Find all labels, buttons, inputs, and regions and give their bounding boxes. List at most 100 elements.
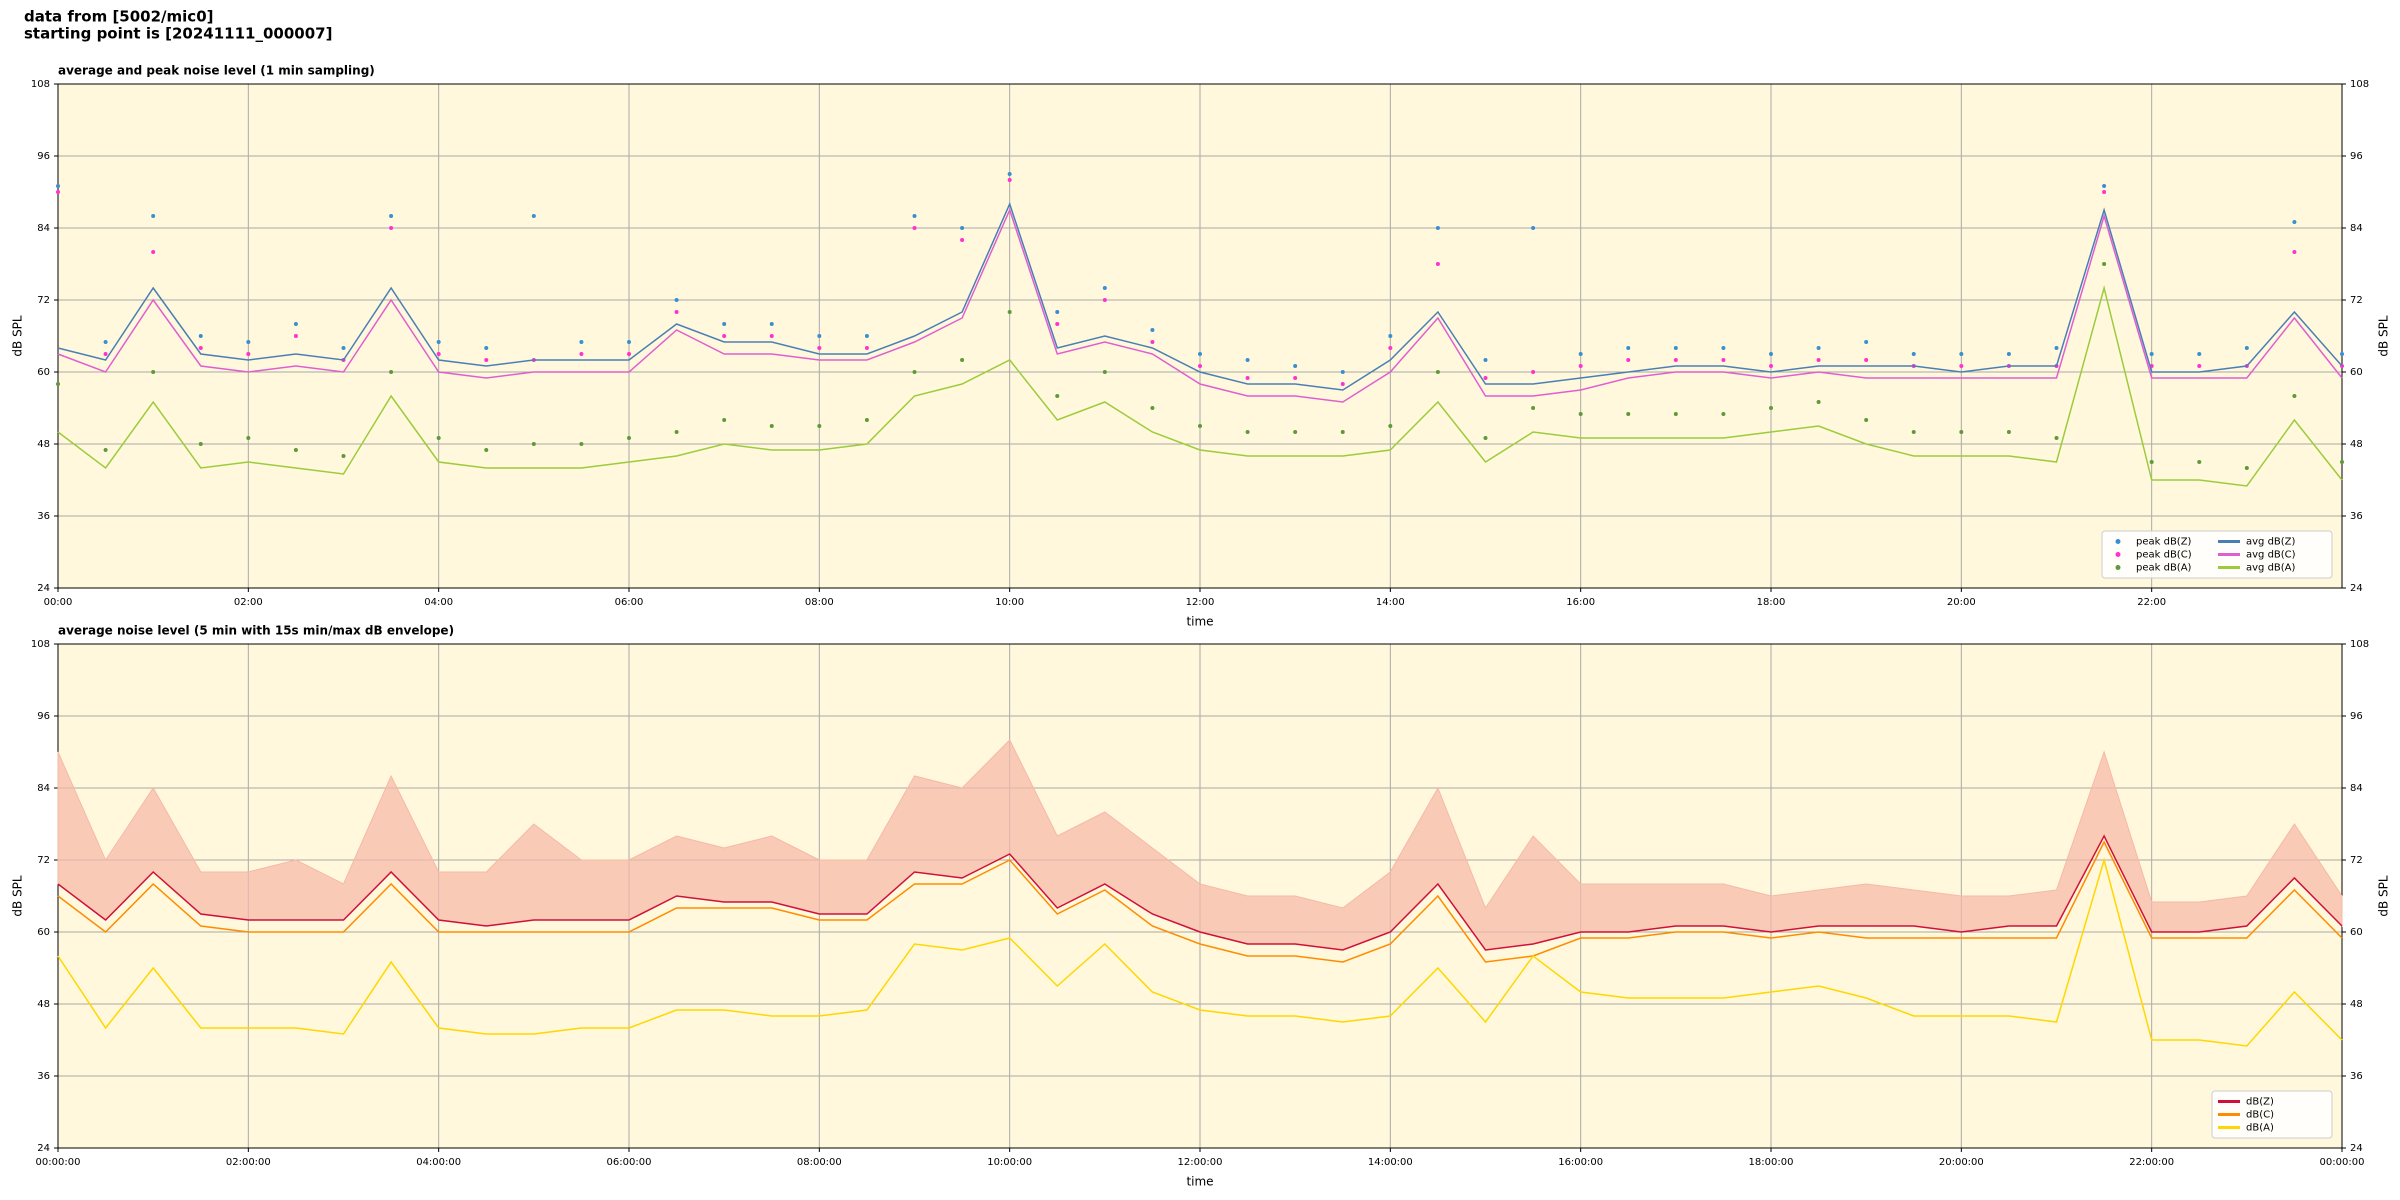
peak-point [1959,352,1964,356]
y-tick-label: 60 [37,927,50,938]
peak-point [2054,436,2059,440]
chart-title: average and peak noise level (1 min samp… [58,64,375,78]
peak-point [1769,352,1773,356]
peak-point [1388,334,1393,338]
y-axis-label: dB SPL [11,875,25,917]
peak-point [1055,394,1060,398]
peak-point [436,436,441,440]
peak-point [1864,340,1869,344]
x-tick-label: 20:00 [1947,597,1976,608]
peak-point [579,442,584,446]
peak-point [1911,430,1916,434]
peak-point [1435,262,1440,266]
peak-point [1626,358,1631,362]
peak-point [1959,430,1964,434]
peak-point [1721,346,1726,350]
peak-point [864,334,869,338]
peak-point [198,346,203,350]
peak-point [198,334,203,338]
peak-point [103,448,108,452]
peak-point [1578,352,1583,356]
peak-point [674,310,679,314]
peak-point [103,340,108,344]
y-tick-label: 60 [37,367,50,378]
series-line [57,834,2343,951]
peak-point [1816,346,1821,350]
peak-point [484,358,489,362]
peak-point [246,352,251,356]
peak-point [56,382,60,386]
peak-point [151,250,156,254]
x-axis-label: time [1186,1175,1213,1189]
peak-point [1769,364,1773,368]
y-tick-label: 60 [2350,927,2363,938]
peak-point [484,346,489,350]
peak-point [1293,364,1298,368]
header-line: data from [5002/mic0] [24,8,214,26]
peak-point [1626,412,1631,416]
peak-point [2340,460,2344,464]
peak-point [2102,262,2107,266]
y-tick-label: 96 [2350,711,2363,722]
legend-swatch [2115,565,2121,570]
y-tick-label: 36 [37,511,50,522]
peak-point [627,436,631,440]
peak-point [531,214,536,218]
y-tick-label: 72 [2350,295,2363,306]
peak-point [2149,460,2154,464]
peak-point [960,226,965,230]
peak-point [769,334,774,338]
peak-point [1626,346,1631,350]
peak-point [1293,376,1298,380]
peak-point [769,322,774,326]
y-tick-label: 84 [37,223,50,234]
peak-point [1531,370,1536,374]
peak-point [1864,418,1869,422]
y-tick-label: 48 [2350,999,2363,1010]
y-axis-label: dB SPL [2377,315,2391,357]
peak-point [1531,406,1536,410]
x-tick-label: 06:00 [615,597,644,608]
peak-point [389,370,394,374]
x-tick-label: 22:00 [2137,597,2166,608]
x-tick-label: 16:00 [1566,597,1595,608]
x-axis-label: time [1186,615,1213,629]
chart: average and peak noise level (1 min samp… [11,64,2391,629]
legend-swatch [2115,552,2121,557]
peak-point [56,190,60,194]
peak-point [627,352,631,356]
y-tick-label: 108 [31,639,50,650]
peak-point [1198,364,1202,368]
legend-box [2101,530,2333,579]
peak-point [722,322,727,326]
peak-point [1578,364,1583,368]
y-tick-label: 108 [2350,639,2369,650]
x-tick-label: 06:00:00 [607,1157,652,1168]
peak-point [627,340,631,344]
peak-point [912,214,917,218]
peak-point [1721,358,1726,362]
peak-point [103,352,108,356]
peak-point [2244,466,2249,470]
peak-point [2102,184,2107,188]
peak-point [2197,460,2202,464]
series-line [57,285,2343,487]
y-tick-label: 60 [2350,367,2363,378]
peak-point [674,298,679,302]
y-tick-label: 36 [2350,1071,2363,1082]
legend-label: avg dB(Z) [2246,537,2296,548]
y-tick-label: 96 [37,711,50,722]
peak-point [1673,412,1678,416]
peak-point [1959,364,1964,368]
peak-point [1245,358,1250,362]
x-tick-label: 00:00:00 [2320,1157,2365,1168]
peak-point [1150,340,1155,344]
x-tick-label: 00:00 [44,597,73,608]
x-tick-label: 10:00:00 [987,1157,1032,1168]
peak-point [1911,352,1916,356]
plot-frame [57,83,2343,589]
x-tick-label: 18:00:00 [1749,1157,1794,1168]
peak-point [579,352,584,356]
y-tick-label: 96 [2350,151,2363,162]
peak-point [1340,430,1345,434]
